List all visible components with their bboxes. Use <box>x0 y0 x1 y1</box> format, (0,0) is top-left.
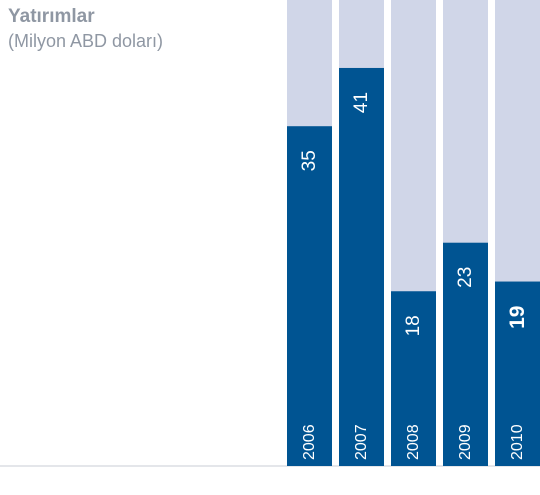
category-label-2006: 2006 <box>301 424 318 460</box>
category-label-2009: 2009 <box>457 424 474 460</box>
bar-2010 <box>495 281 540 466</box>
chart-title: Yatırımlar <box>8 6 95 27</box>
bar-2007 <box>339 67 384 466</box>
value-label-2009: 23 <box>455 267 476 288</box>
category-label-2007: 2007 <box>353 424 370 460</box>
value-label-2006: 35 <box>299 150 320 171</box>
bars-group: 35 2006 41 2007 18 2008 23 2009 19 2010 <box>287 0 540 466</box>
category-label-2008: 2008 <box>405 424 422 460</box>
bar-2008 <box>391 291 436 466</box>
value-label-2008: 18 <box>403 315 424 336</box>
value-label-2010: 19 <box>506 306 529 329</box>
chart-subtitle: (Milyon ABD doları) <box>8 31 164 51</box>
chart-title-block: Yatırımlar (Milyon ABD doları) <box>8 5 163 53</box>
bar-2009 <box>443 242 488 466</box>
value-label-2007: 41 <box>351 92 372 113</box>
bar-2006 <box>287 126 332 466</box>
category-label-2010: 2010 <box>509 424 526 460</box>
